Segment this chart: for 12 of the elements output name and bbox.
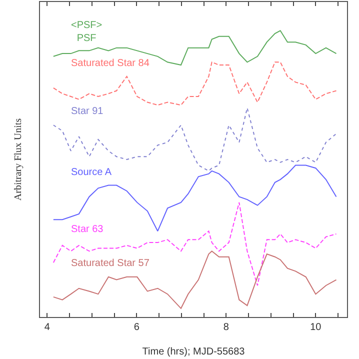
series-label: Star 63 [71, 224, 104, 235]
x-tick-label: 6 [134, 322, 140, 333]
series-label: Saturated Star 57 [71, 258, 150, 269]
series-label: Star 91 [71, 106, 104, 117]
x-axis-title: Time (hrs); MJD-55683 [142, 346, 246, 358]
series-label: Source A [71, 167, 112, 178]
text: Saturated Star 84 [71, 58, 150, 69]
series-label: <PSF> PSF [71, 20, 102, 44]
x-tick-label: 10 [310, 322, 322, 333]
x-tick-label: 4 [44, 322, 50, 333]
x-tick-label: 8 [223, 322, 230, 333]
y-axis-title: Arbitrary Flux Units [13, 118, 24, 201]
